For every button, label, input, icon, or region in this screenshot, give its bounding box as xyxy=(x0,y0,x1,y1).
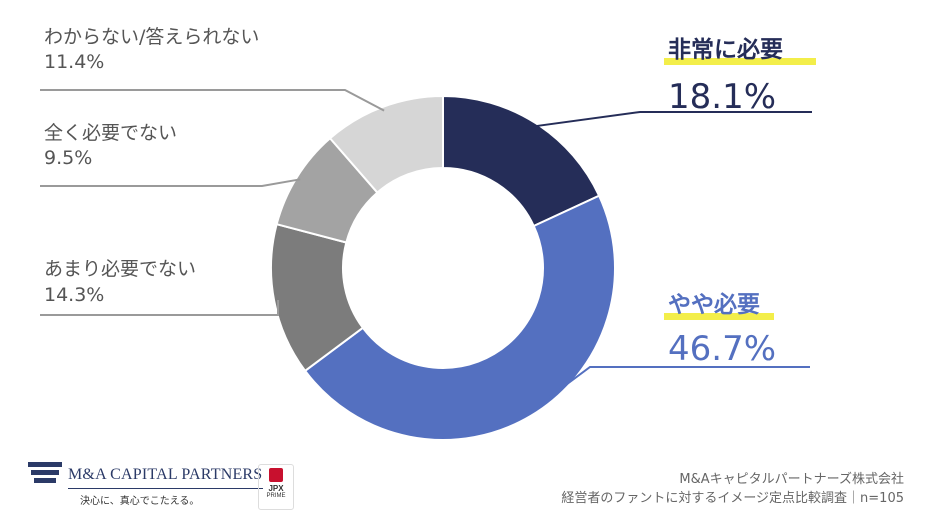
logo-divider xyxy=(68,488,263,489)
slice-value-4: 11.4% xyxy=(44,51,104,73)
label-highlight-1 xyxy=(664,313,774,320)
leader-line-0 xyxy=(533,111,812,128)
company-logo: M&A CAPITAL PARTNERS 決心に、真心でこたえる。 xyxy=(28,458,263,510)
logo-brand-name: M&A CAPITAL PARTNERS xyxy=(68,466,263,483)
slice-labels: 非常に必要 18.1% やや必要 46.7% あまり必要でない 14.3% 全く必要でない 9… xyxy=(44,26,816,369)
leader-lines xyxy=(40,89,812,414)
slice-label-3: 全く必要でない xyxy=(44,122,177,144)
leader-line-4 xyxy=(40,89,385,112)
jpx-mark-icon xyxy=(269,468,283,482)
slice-label-1: やや必要 xyxy=(668,291,760,318)
source-note: M&Aキャピタルパートナーズ株式会社 経営者のファントに対するイメージ定点比較調… xyxy=(561,470,904,508)
logo-tagline: 決心に、真心でこたえる。 xyxy=(80,496,200,507)
slice-label-4: わからない/答えられない xyxy=(44,26,259,48)
logo-mark-icon xyxy=(28,462,62,490)
label-highlight-0 xyxy=(664,58,816,65)
slice-label-2: あまり必要でない xyxy=(44,258,196,280)
slice-value-0: 18.1% xyxy=(668,77,776,117)
slice-label-0: 非常に必要 xyxy=(668,36,783,63)
leader-line-3 xyxy=(40,178,301,187)
slice-value-1: 46.7% xyxy=(668,329,776,369)
jpx-prime-badge: JPX PRIME xyxy=(258,464,294,510)
slice-4 xyxy=(328,94,444,194)
prime-label: PRIME xyxy=(266,493,286,499)
slice-value-3: 9.5% xyxy=(44,147,92,169)
donut-slices xyxy=(270,94,616,441)
leader-line-2 xyxy=(40,299,280,316)
source-company: M&Aキャピタルパートナーズ株式会社 xyxy=(679,472,904,487)
slice-value-2: 14.3% xyxy=(44,284,104,306)
jpx-label: JPX xyxy=(268,484,284,493)
slice-1 xyxy=(303,194,616,441)
source-survey: 経営者のファントに対するイメージ定点比較調査｜n=105 xyxy=(561,491,904,506)
leader-line-1 xyxy=(528,366,810,414)
